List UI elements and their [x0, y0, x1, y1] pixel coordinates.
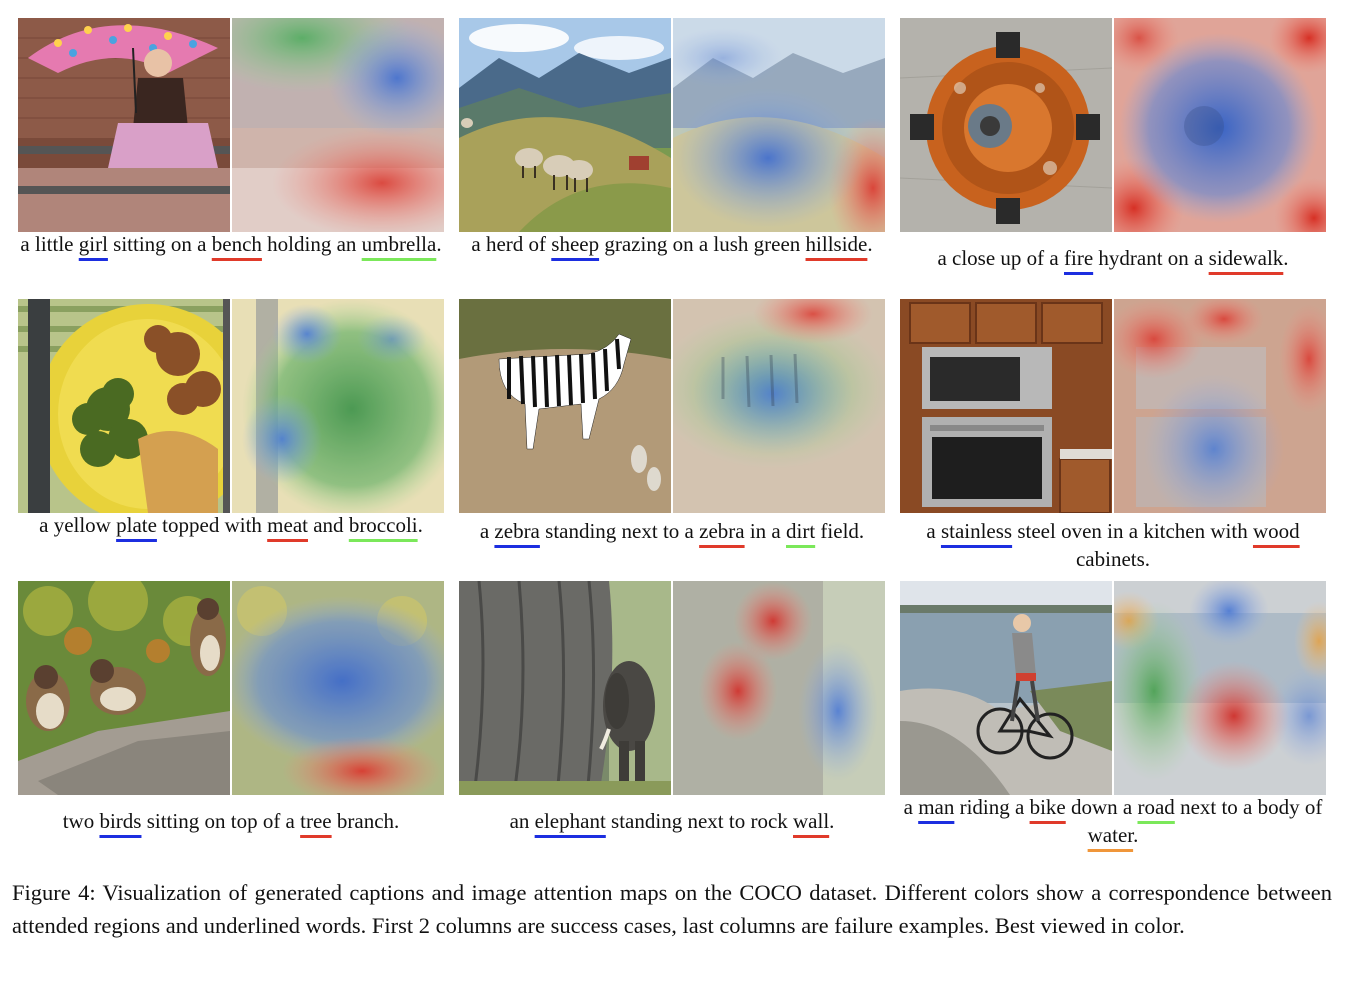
caption-text: holding an [261, 232, 362, 256]
caption-text: standing next to rock [605, 809, 794, 833]
photo-man-bike-road [900, 581, 1112, 795]
attention-map-sheep [673, 18, 885, 232]
image-pair [459, 581, 885, 795]
image-pair [18, 581, 444, 795]
underlined-word: hillside [805, 232, 868, 256]
caption-text: a [479, 519, 495, 543]
figure-caption: Figure 4: Visualization of generated cap… [12, 880, 1332, 938]
caption-text: down a [1065, 795, 1138, 819]
caption-text: . [1133, 823, 1139, 847]
photo-elephant-tree [459, 581, 671, 795]
caption-text: in a [744, 519, 786, 543]
photo-zebra [459, 299, 671, 513]
underlined-word: zebra [494, 519, 540, 543]
panel-caption: a yellow plate topped with meat and broc… [12, 511, 450, 539]
caption-text: a yellow [39, 513, 117, 537]
underlined-word: zebra [699, 519, 745, 543]
underlined-word: plate [116, 513, 157, 537]
caption-text: a [903, 795, 919, 819]
underlined-word: stainless [940, 519, 1013, 543]
caption-text: a close up of a [937, 246, 1064, 270]
underlined-word: wall [793, 809, 830, 833]
caption-text: . [436, 232, 442, 256]
attention-map-bike [1114, 581, 1326, 795]
caption-text: branch. [331, 809, 400, 833]
underlined-word: wood [1252, 519, 1300, 543]
underlined-word: road [1137, 795, 1175, 819]
underlined-word: tree [300, 809, 332, 833]
panel-caption: a man riding a bike down a road next to … [894, 793, 1332, 849]
caption-text: two [62, 809, 100, 833]
caption-text: an [509, 809, 535, 833]
underlined-word: fire [1064, 246, 1094, 270]
caption-text: sitting on top of a [141, 809, 301, 833]
caption-text: standing next to a [539, 519, 700, 543]
underlined-word: man [918, 795, 955, 819]
caption-text: next to a body of [1174, 795, 1323, 819]
underlined-word: girl [78, 232, 108, 256]
panel-caption: a close up of a fire hydrant on a sidewa… [894, 244, 1332, 272]
panel-caption: a little girl sitting on a bench holding… [12, 230, 450, 258]
panel-caption: a herd of sheep grazing on a lush green … [453, 230, 891, 258]
image-pair [18, 299, 444, 513]
photo-sheep-hillside [459, 18, 671, 232]
panel-caption: a zebra standing next to a zebra in a di… [453, 517, 891, 545]
attention-map-oven [1114, 299, 1326, 513]
underlined-word: broccoli [348, 513, 418, 537]
underlined-word: bike [1029, 795, 1066, 819]
underlined-word: dirt [786, 519, 816, 543]
underlined-word: meat [267, 513, 308, 537]
underlined-word: bench [211, 232, 262, 256]
panel-caption: a stainless steel oven in a kitchen with… [894, 517, 1332, 573]
attention-map-girl [232, 18, 444, 232]
caption-text: grazing on a lush green [599, 232, 806, 256]
caption-text: . [829, 809, 835, 833]
photo-girl-umbrella [18, 18, 230, 232]
attention-map-zebra [673, 299, 885, 513]
caption-text: cabinets. [1075, 547, 1151, 571]
underlined-word: elephant [534, 809, 606, 833]
caption-text: topped with [156, 513, 268, 537]
caption-text: and [307, 513, 349, 537]
caption-text: riding a [954, 795, 1030, 819]
caption-text: a herd of [471, 232, 552, 256]
attention-map-hydrant [1114, 18, 1326, 232]
image-pair [900, 18, 1326, 232]
underlined-word: birds [99, 809, 142, 833]
image-pair [900, 299, 1326, 513]
caption-text: a little [20, 232, 79, 256]
photo-plate-broccoli [18, 299, 230, 513]
caption-text: . [867, 232, 873, 256]
attention-map-plate [232, 299, 444, 513]
image-pair [459, 299, 885, 513]
caption-text: hydrant on a [1093, 246, 1209, 270]
photo-oven-kitchen [900, 299, 1112, 513]
panel-caption: two birds sitting on top of a tree branc… [12, 807, 450, 835]
image-pair [459, 18, 885, 232]
underlined-word: umbrella [361, 232, 437, 256]
caption-text: a [926, 519, 941, 543]
attention-map-birds [232, 581, 444, 795]
panel-caption: an elephant standing next to rock wall. [453, 807, 891, 835]
photo-birds-branch [18, 581, 230, 795]
caption-text: . [1283, 246, 1289, 270]
image-pair [18, 18, 444, 232]
underlined-word: water [1087, 823, 1134, 847]
underlined-word: sheep [551, 232, 600, 256]
caption-text: field. [815, 519, 865, 543]
caption-text: sitting on a [107, 232, 212, 256]
attention-map-elephant [673, 581, 885, 795]
image-pair [900, 581, 1326, 795]
caption-text: steel oven in a kitchen with [1012, 519, 1253, 543]
photo-fire-hydrant [900, 18, 1112, 232]
underlined-word: sidewalk [1208, 246, 1284, 270]
caption-text: . [417, 513, 423, 537]
